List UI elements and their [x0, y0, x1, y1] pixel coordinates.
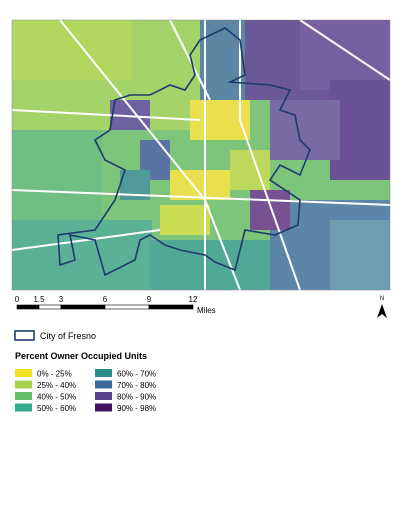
- legend-swatch: [95, 369, 112, 377]
- legend-label: 50% - 60%: [37, 404, 76, 413]
- scale-segment: [104, 304, 150, 310]
- scale-segment: [148, 304, 194, 310]
- scale-segment: [16, 304, 40, 310]
- legend-label: 0% - 25%: [37, 370, 72, 379]
- legend-swatch: [15, 403, 32, 412]
- north-arrow: N: [377, 296, 387, 318]
- scale-tick-label: 12: [189, 295, 198, 304]
- legend-title: Percent Owner Occupied Units: [15, 351, 147, 361]
- legend: City of Fresno Percent Owner Occupied Un…: [14, 330, 156, 413]
- legend-label: 90% - 98%: [117, 404, 156, 413]
- legend-swatch: [15, 392, 32, 400]
- scale-tick-label: 0: [15, 295, 20, 304]
- legend-swatch: [95, 380, 112, 389]
- scale-unit: Miles: [197, 306, 216, 315]
- boundary-swatch: [14, 330, 35, 341]
- scale-segment: [60, 304, 106, 310]
- legend-label: 70% - 80%: [117, 381, 156, 390]
- scale-segment: [38, 304, 62, 310]
- map-frame: [11, 19, 391, 291]
- scale-bar: 0 1.5 3 6 9 12 Miles: [15, 295, 216, 315]
- legend-swatch: [15, 369, 32, 377]
- legend-label: 60% - 70%: [117, 370, 156, 379]
- legend-swatch: [15, 380, 32, 389]
- scale-tick-label: 1.5: [33, 295, 45, 304]
- legend-label: 25% - 40%: [37, 381, 76, 390]
- north-label: N: [380, 296, 384, 302]
- legend-label: 40% - 50%: [37, 393, 76, 402]
- legend-swatch: [95, 403, 112, 412]
- scale-tick-label: 9: [147, 295, 152, 304]
- scale-tick-label: 6: [103, 295, 108, 304]
- legend-swatch: [95, 392, 112, 400]
- legend-classes: 0% - 25% 25% - 40% 40% - 50% 50% - 60% 60% -…: [15, 369, 156, 413]
- scale-tick-label: 3: [59, 295, 64, 304]
- boundary-label: City of Fresno: [40, 331, 96, 341]
- city-boundary: [57, 27, 311, 277]
- legend-label: 80% - 90%: [117, 393, 156, 402]
